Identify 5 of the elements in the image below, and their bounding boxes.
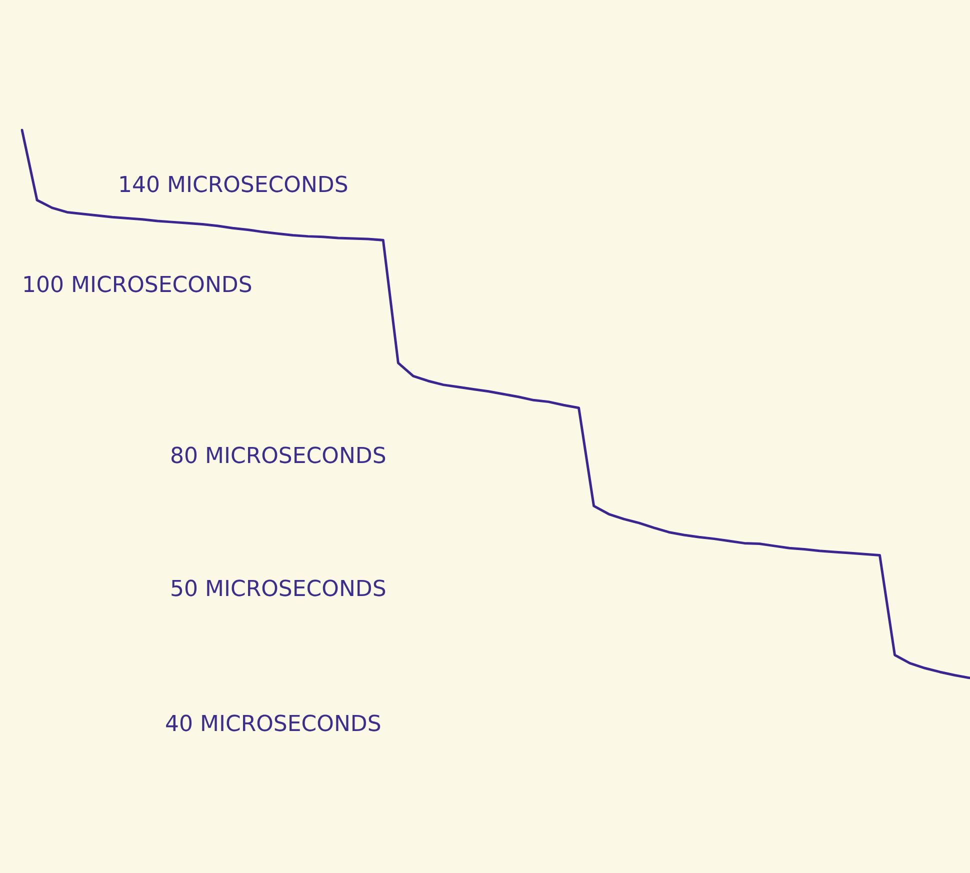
annotation: 140 MICROSECONDS bbox=[118, 173, 348, 198]
text: 40 MICROSECONDS bbox=[165, 712, 382, 737]
annotation: 80 MICROSECONDS bbox=[170, 444, 386, 469]
annotation: 50 MICROSECONDS bbox=[170, 577, 386, 602]
annotation: 100 MICROSECONDS bbox=[22, 273, 252, 298]
